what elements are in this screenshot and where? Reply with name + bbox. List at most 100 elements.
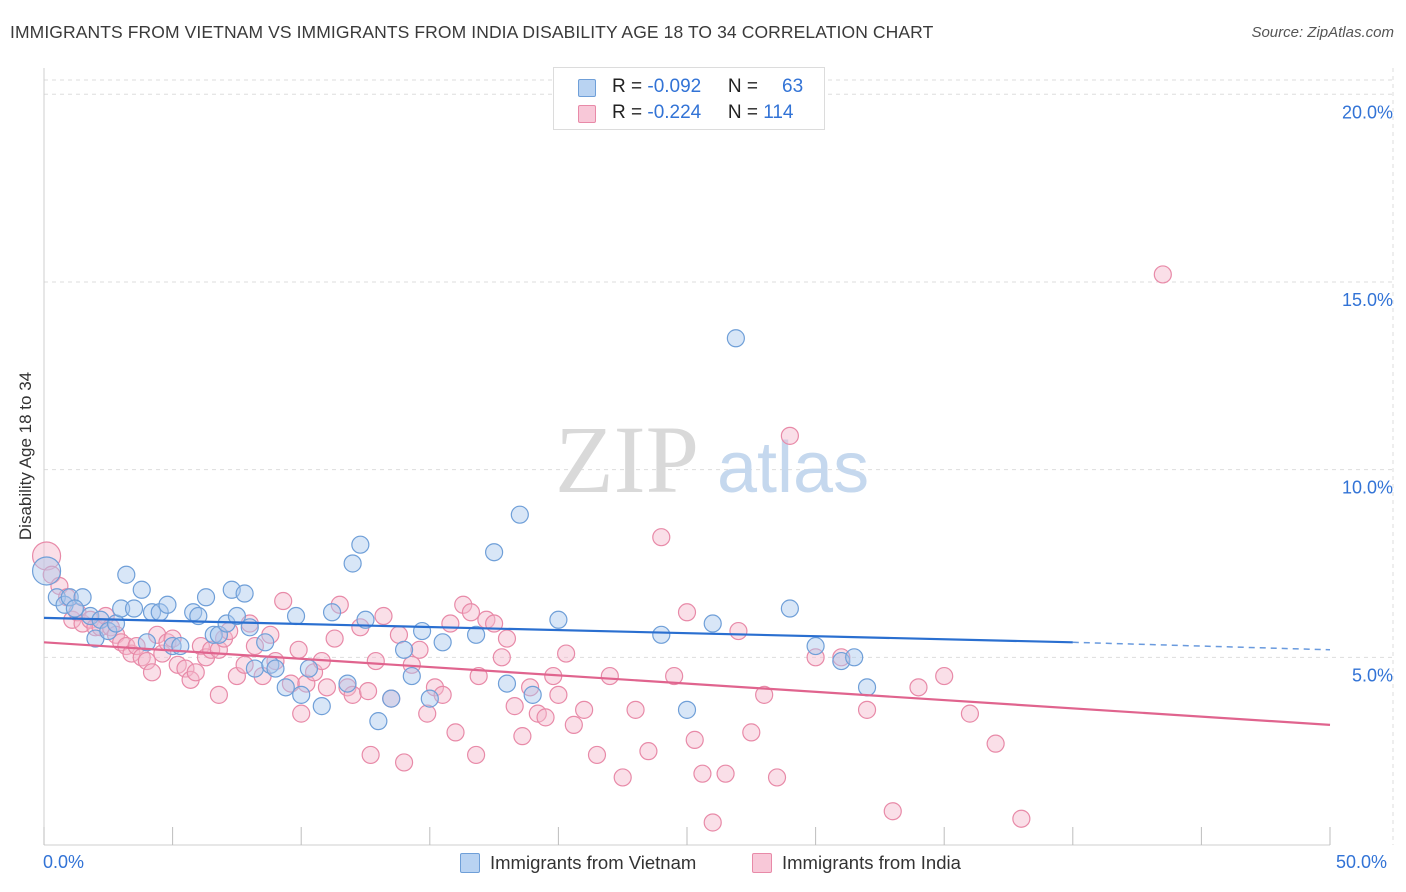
- point-vietnam: [322, 603, 342, 622]
- legend-r-value-vietnam: -0.092: [647, 76, 702, 97]
- point-vietnam: [420, 689, 439, 708]
- point-vietnam: [382, 689, 401, 708]
- point-vietnam: [240, 618, 259, 637]
- point-vietnam: [549, 610, 568, 629]
- stats-legend: R = -0.092 N = 63 R = -0.224 N = 114: [553, 67, 825, 130]
- point-vietnam: [227, 606, 246, 626]
- legend-n-label: N =: [727, 102, 764, 123]
- point-india: [31, 541, 62, 571]
- point-vietnam: [31, 556, 62, 586]
- point-vietnam: [312, 697, 331, 716]
- point-india: [469, 666, 488, 686]
- point-india: [909, 678, 928, 697]
- point-vietnam: [485, 543, 504, 562]
- point-india: [274, 591, 293, 611]
- point-india: [665, 666, 684, 686]
- point-india: [564, 715, 583, 734]
- point-vietnam: [204, 625, 223, 644]
- trend-line-india: [43, 641, 1331, 726]
- point-india: [639, 742, 658, 761]
- point-india: [857, 700, 877, 719]
- trend-line-vietnam: [43, 616, 1073, 644]
- point-india: [366, 651, 385, 671]
- point-india: [755, 685, 774, 704]
- point-vietnam: [356, 610, 375, 629]
- legend-r-label: R =: [612, 76, 648, 97]
- point-india: [289, 640, 308, 659]
- point-india: [137, 651, 156, 671]
- point-vietnam: [338, 674, 357, 693]
- point-india: [343, 685, 362, 704]
- y-tick-label: 10.0%: [1342, 478, 1393, 498]
- point-vietnam: [402, 666, 421, 686]
- watermark-atlas: atlas: [717, 428, 869, 508]
- point-india: [441, 614, 460, 633]
- point-vietnam: [235, 584, 254, 603]
- point-india: [513, 727, 532, 746]
- source-label: Source: ZipAtlas.com: [1251, 24, 1394, 41]
- point-india: [960, 704, 980, 723]
- bottom-legend-label-india: Immigrants from India: [782, 852, 961, 873]
- x-tick-label-max: 50.0%: [1336, 852, 1388, 872]
- point-india: [677, 603, 697, 622]
- point-india: [186, 663, 205, 682]
- point-vietnam: [351, 535, 370, 554]
- point-vietnam: [256, 633, 275, 652]
- point-vietnam: [510, 505, 529, 524]
- point-india: [716, 764, 735, 783]
- point-india: [163, 629, 182, 648]
- point-india: [492, 648, 511, 667]
- series-vietnam-points: [31, 329, 877, 731]
- point-india: [325, 629, 344, 648]
- point-india: [986, 734, 1005, 753]
- point-vietnam: [60, 588, 79, 607]
- point-india: [497, 629, 517, 648]
- point-india: [142, 663, 162, 682]
- point-vietnam: [292, 685, 311, 704]
- point-india: [425, 678, 445, 697]
- point-india: [374, 606, 393, 626]
- point-india: [358, 682, 378, 701]
- point-vietnam: [286, 606, 306, 626]
- point-vietnam: [47, 588, 66, 607]
- point-vietnam: [189, 606, 208, 626]
- point-vietnam: [112, 599, 131, 618]
- point-india: [742, 723, 761, 742]
- point-vietnam: [299, 659, 319, 678]
- point-india: [935, 666, 954, 686]
- point-india: [418, 704, 437, 723]
- point-india: [780, 426, 799, 445]
- watermark: ZIP atlas: [555, 406, 869, 513]
- point-india: [466, 745, 486, 765]
- bottom-legend-label-vietnam: Immigrants from Vietnam: [490, 852, 697, 873]
- point-india: [394, 753, 414, 772]
- point-india: [600, 666, 619, 686]
- point-india: [292, 704, 311, 723]
- point-vietnam: [245, 659, 265, 678]
- point-vietnam: [132, 580, 151, 599]
- point-india: [1012, 809, 1031, 828]
- legend-n-value-vietnam: 63: [782, 76, 804, 97]
- point-india: [626, 700, 645, 719]
- series-india-points: [31, 265, 1172, 832]
- watermark-zip: ZIP: [555, 406, 699, 513]
- point-india: [454, 595, 473, 614]
- point-vietnam: [703, 614, 722, 633]
- point-india: [587, 745, 607, 765]
- point-vietnam: [124, 599, 144, 618]
- point-india: [767, 768, 787, 787]
- point-vietnam: [81, 606, 100, 626]
- point-india: [245, 636, 265, 656]
- point-vietnam: [523, 685, 542, 704]
- point-india: [549, 685, 568, 704]
- legend-r-label: R =: [612, 102, 648, 123]
- y-tick-label: 15.0%: [1342, 290, 1393, 310]
- point-vietnam: [343, 554, 362, 573]
- point-india: [575, 700, 594, 719]
- point-india: [446, 723, 465, 742]
- y-axis-label: Disability Age 18 to 34: [16, 371, 35, 541]
- point-vietnam: [117, 565, 136, 584]
- point-vietnam: [412, 621, 432, 641]
- point-vietnam: [137, 633, 156, 652]
